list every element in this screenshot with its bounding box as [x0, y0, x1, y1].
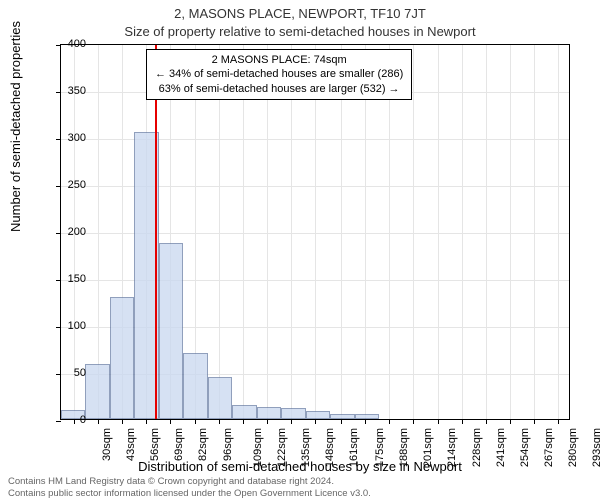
grid-line — [341, 45, 342, 419]
footer: Contains HM Land Registry data © Crown c… — [8, 476, 371, 500]
y-tick-label: 200 — [56, 226, 86, 238]
x-tick-label: 188sqm — [398, 428, 410, 467]
grid-line — [291, 45, 292, 419]
x-tick-mark — [219, 419, 220, 424]
grid-line — [462, 45, 463, 419]
footer-line2: Contains public sector information licen… — [8, 488, 371, 500]
x-tick-mark — [243, 419, 244, 424]
x-tick-label: 30sqm — [101, 428, 113, 461]
x-tick-mark — [98, 419, 99, 424]
histogram-bar — [159, 243, 183, 419]
x-tick-mark — [486, 419, 487, 424]
x-tick-mark — [438, 419, 439, 424]
annotation-line: 63% of semi-detached houses are larger (… — [155, 82, 403, 96]
x-tick-label: 43sqm — [125, 428, 137, 461]
y-axis-label: Number of semi-detached properties — [8, 21, 23, 232]
x-tick-mark — [534, 419, 535, 424]
grid-line — [219, 45, 220, 419]
x-tick-mark — [122, 419, 123, 424]
histogram-bar — [281, 408, 305, 419]
x-tick-mark — [195, 419, 196, 424]
y-tick-label: 150 — [56, 273, 86, 285]
grid-line — [389, 45, 390, 419]
x-tick-label: 96sqm — [222, 428, 234, 461]
y-tick-label: 250 — [56, 179, 86, 191]
grid-line — [510, 45, 511, 419]
histogram-bar — [306, 411, 330, 419]
grid-line — [438, 45, 439, 419]
x-tick-label: 201sqm — [422, 428, 434, 467]
x-tick-mark — [558, 419, 559, 424]
histogram-bar — [110, 297, 134, 419]
x-tick-mark — [341, 419, 342, 424]
footer-line1: Contains HM Land Registry data © Crown c… — [8, 476, 371, 488]
x-tick-mark — [462, 419, 463, 424]
x-tick-mark — [170, 419, 171, 424]
histogram-bar — [330, 414, 354, 419]
annotation-line: 2 MASONS PLACE: 74sqm — [155, 53, 403, 67]
title-main: Size of property relative to semi-detach… — [0, 24, 600, 39]
annotation-line: ← 34% of semi-detached houses are smalle… — [155, 67, 403, 81]
grid-line — [267, 45, 268, 419]
x-tick-label: 175sqm — [374, 428, 386, 467]
x-tick-mark — [389, 419, 390, 424]
x-tick-mark — [365, 419, 366, 424]
x-tick-label: 214sqm — [446, 428, 458, 467]
grid-line — [534, 45, 535, 419]
plot-area: 2 MASONS PLACE: 74sqm← 34% of semi-detac… — [60, 44, 570, 420]
x-tick-mark — [413, 419, 414, 424]
grid-line — [486, 45, 487, 419]
annotation-box: 2 MASONS PLACE: 74sqm← 34% of semi-detac… — [146, 49, 412, 100]
x-tick-label: 228sqm — [472, 428, 484, 467]
histogram-bar — [85, 364, 109, 419]
x-tick-label: 69sqm — [173, 428, 185, 461]
histogram-bar — [257, 407, 281, 419]
histogram-bar — [183, 353, 207, 419]
y-tick-label: 300 — [56, 132, 86, 144]
x-tick-label: 280sqm — [567, 428, 579, 467]
x-tick-label: 161sqm — [348, 428, 360, 467]
y-tick-label: 400 — [56, 38, 86, 50]
x-tick-label: 293sqm — [591, 428, 600, 467]
x-tick-label: 241sqm — [496, 428, 508, 467]
grid-line — [243, 45, 244, 419]
y-tick-label: 350 — [56, 85, 86, 97]
x-tick-mark — [510, 419, 511, 424]
x-tick-label: 109sqm — [252, 428, 264, 467]
grid-line — [315, 45, 316, 419]
y-tick-label: 100 — [56, 320, 86, 332]
histogram-bar — [208, 377, 232, 419]
grid-line — [413, 45, 414, 419]
x-tick-label: 122sqm — [276, 428, 288, 467]
x-tick-mark — [315, 419, 316, 424]
x-tick-label: 135sqm — [300, 428, 312, 467]
y-tick-label: 50 — [56, 367, 86, 379]
x-tick-mark — [291, 419, 292, 424]
x-tick-label: 56sqm — [149, 428, 161, 461]
reference-line — [155, 45, 157, 419]
x-tick-mark — [267, 419, 268, 424]
grid-line — [558, 45, 559, 419]
grid-line — [98, 45, 99, 419]
title-super: 2, MASONS PLACE, NEWPORT, TF10 7JT — [0, 6, 600, 21]
x-tick-label: 148sqm — [324, 428, 336, 467]
y-tick-label: 0 — [56, 414, 86, 426]
x-tick-mark — [146, 419, 147, 424]
grid-line — [365, 45, 366, 419]
chart-container: 2, MASONS PLACE, NEWPORT, TF10 7JT Size … — [0, 0, 600, 500]
histogram-bar — [355, 414, 379, 419]
x-tick-label: 254sqm — [519, 428, 531, 467]
x-tick-label: 82sqm — [197, 428, 209, 461]
x-tick-label: 267sqm — [543, 428, 555, 467]
histogram-bar — [232, 405, 256, 419]
